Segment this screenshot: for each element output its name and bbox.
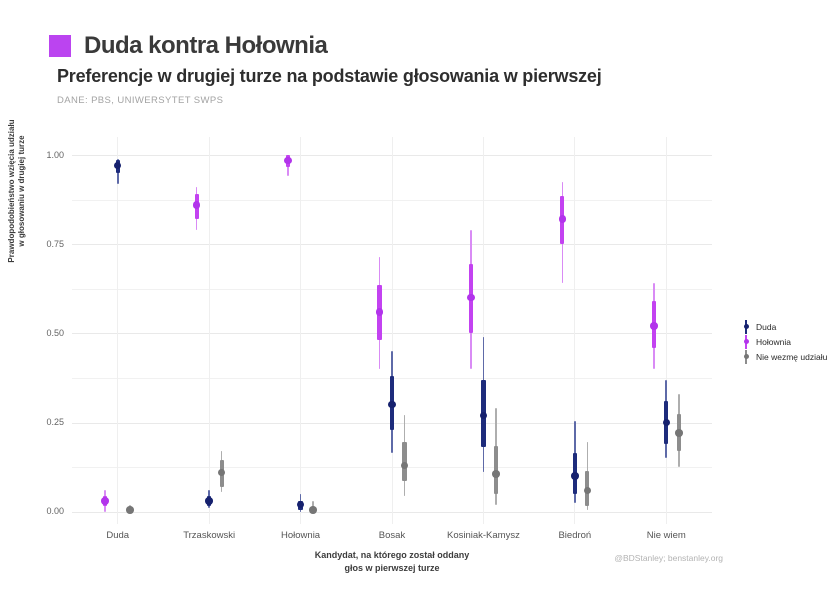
plot-panel — [72, 137, 712, 524]
y-axis-title-line: w głosowaniu w drugiej turze — [17, 135, 26, 247]
interval-thick-line — [493, 445, 499, 494]
gridline-vertical — [208, 137, 210, 524]
x-tick-label: Biedroń — [558, 530, 592, 541]
legend-label: Duda — [756, 321, 777, 332]
point-estimate-dot — [675, 429, 683, 437]
x-tick-label: Bosak — [378, 530, 406, 541]
point-estimate-dot — [192, 201, 201, 209]
x-axis-title: Kandydat, na którego został oddany głos … — [272, 549, 512, 575]
gridline-vertical — [574, 137, 576, 524]
legend-item-1: Duda — [741, 319, 827, 334]
point-estimate-dot — [309, 506, 317, 514]
gridline-vertical — [391, 137, 393, 524]
page-subtitle: Preferencje w drugiej turze na podstawie… — [57, 66, 602, 86]
x-tick-label: Kosiniak-Kamysz — [446, 530, 520, 541]
point-estimate-dot — [558, 215, 567, 223]
point-estimate-dot — [375, 308, 384, 316]
data-source-caption: DANE: PBS, UNIWERSYTET SWPS — [57, 95, 224, 106]
y-axis-title-line: Prawdopodobieństwo wzięcia udziału — [7, 119, 16, 263]
point-estimate-dot — [400, 461, 409, 470]
legend-dot — [743, 339, 749, 344]
point-estimate-dot — [583, 486, 592, 495]
legend: Duda Hołownia Nie wezmę udziału — [741, 319, 827, 364]
x-tick-label: Hołownia — [281, 530, 321, 541]
y-tick-label: 0.75 — [46, 238, 64, 249]
point-estimate-dot — [662, 418, 671, 427]
x-tick-label: Duda — [106, 530, 130, 541]
gridline-vertical — [482, 137, 484, 524]
legend-item-2: Hołownia — [741, 334, 827, 349]
x-tick-label: Trzaskowski — [183, 530, 236, 541]
legend-label: Hołownia — [756, 336, 791, 347]
point-estimate-dot — [217, 468, 226, 477]
y-tick-label: 1.00 — [46, 149, 64, 160]
point-estimate-dot — [101, 497, 109, 505]
point-estimate-dot — [571, 472, 579, 480]
x-axis-title-line: Kandydat, na którego został oddany — [314, 550, 470, 560]
y-axis-title: Prawdopodobieństwo wzięcia udziału w gło… — [7, 101, 27, 281]
point-estimate-dot — [467, 293, 475, 302]
page-title: Duda kontra Hołownia — [84, 32, 328, 59]
attribution-caption: @BDStanley; benstanley.org — [614, 553, 723, 563]
y-tick-label: 0.50 — [46, 327, 64, 338]
y-tick-label: 0.25 — [46, 417, 64, 428]
point-estimate-dot — [492, 470, 500, 478]
legend-dot — [743, 324, 749, 329]
gridline-vertical — [300, 137, 302, 524]
point-estimate-dot — [650, 322, 658, 330]
point-estimate-dot — [479, 411, 488, 420]
x-tick-label: Nie wiem — [646, 530, 686, 541]
point-estimate-dot — [205, 497, 213, 505]
legend-pointrange-icon — [741, 319, 751, 334]
title-row: Duda kontra Hołownia — [49, 32, 328, 60]
point-estimate-dot — [284, 156, 292, 165]
legend-pointrange-icon — [741, 349, 751, 364]
legend-pointrange-icon — [741, 334, 751, 349]
point-estimate-dot — [113, 161, 122, 170]
gridline-vertical — [665, 137, 667, 524]
legend-item-3: Nie wezmę udziału — [741, 349, 827, 364]
x-axis-title-line: głos w pierwszej turze — [344, 563, 440, 573]
y-tick-label: 0.00 — [46, 506, 64, 517]
legend-label: Nie wezmę udziału — [756, 351, 828, 362]
legend-dot — [743, 354, 749, 359]
title-accent-square — [49, 35, 71, 57]
point-estimate-dot — [126, 506, 134, 514]
gridline-vertical — [117, 137, 119, 524]
point-estimate-dot — [388, 400, 396, 409]
point-estimate-dot — [296, 500, 305, 509]
